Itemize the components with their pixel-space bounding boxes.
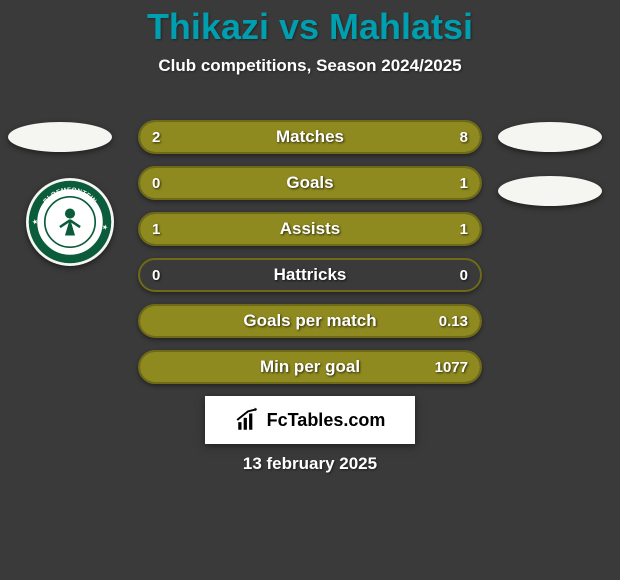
stat-label: Hattricks <box>140 260 480 290</box>
stat-bar: 00Hattricks <box>138 258 482 292</box>
comparison-title: Thikazi vs Mahlatsi <box>0 0 620 48</box>
player-left-avatar <box>8 122 112 152</box>
player-right-avatar-top <box>498 122 602 152</box>
stat-label: Goals per match <box>140 306 480 336</box>
club-badge-icon: BLOEMFONTEIN FOOTBALL CLUB ★ ★ <box>28 180 112 264</box>
stat-label: Min per goal <box>140 352 480 382</box>
stat-bar: 1077Min per goal <box>138 350 482 384</box>
comparison-date: 13 february 2025 <box>0 454 620 474</box>
comparison-subtitle: Club competitions, Season 2024/2025 <box>0 56 620 76</box>
stat-bar: 28Matches <box>138 120 482 154</box>
svg-text:★: ★ <box>101 225 108 231</box>
stat-label: Goals <box>140 168 480 198</box>
svg-text:★: ★ <box>32 219 39 225</box>
player-right-avatar-bottom <box>498 176 602 206</box>
club-badge: BLOEMFONTEIN FOOTBALL CLUB ★ ★ <box>26 178 114 266</box>
comparison-bars: 28Matches 01Goals 11Assists 00Hattricks 0.13… <box>138 120 482 396</box>
stat-bar: 11Assists <box>138 212 482 246</box>
stat-label: Assists <box>140 214 480 244</box>
stat-bar: 01Goals <box>138 166 482 200</box>
brand-box: FcTables.com <box>205 396 415 444</box>
stat-label: Matches <box>140 122 480 152</box>
stat-bar: 0.13Goals per match <box>138 304 482 338</box>
brand-chart-icon <box>235 407 261 433</box>
brand-text: FcTables.com <box>267 410 386 431</box>
